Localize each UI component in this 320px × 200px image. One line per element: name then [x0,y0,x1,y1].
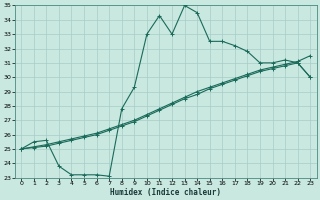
X-axis label: Humidex (Indice chaleur): Humidex (Indice chaleur) [110,188,221,197]
